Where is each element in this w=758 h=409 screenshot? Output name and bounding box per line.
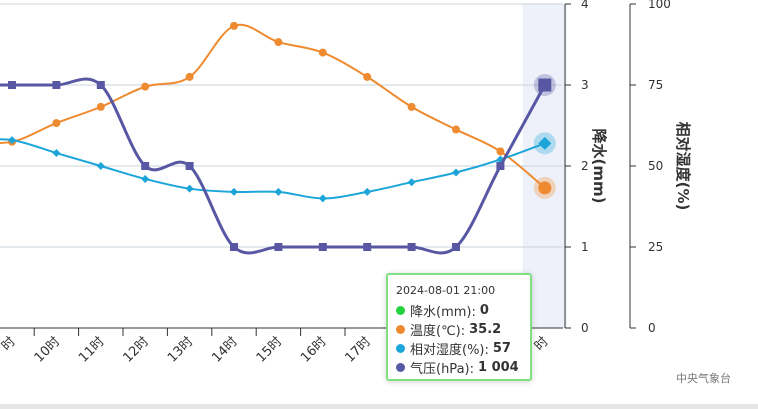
tooltip-time: 2024-08-01 21:00 [396,284,496,297]
temperature-point[interactable] [363,72,372,81]
humidity-point[interactable] [185,184,194,193]
pressure-point[interactable] [407,243,416,251]
humidity-axis-tick-label: 75 [648,78,663,92]
precip-legend-dot [396,306,405,315]
humidity-axis-tick-label: 0 [648,321,656,335]
temperature-point[interactable] [496,147,505,156]
temperature-point[interactable] [538,181,552,195]
x-tick-label: 14时 [209,334,240,365]
tooltip-pressure-label: 气压(hPa): [410,362,474,377]
humidity-series [0,136,546,203]
pressure-point[interactable] [141,162,150,170]
pressure-point[interactable] [274,243,283,251]
humidity-axis-tick-label: 50 [648,159,663,173]
humidity-axis-tick-label: 25 [648,240,663,254]
tooltip-row-pressure: 气压(hPa): 1 004 [396,358,522,377]
x-tick-label: 时 [0,334,19,354]
humidity-axis-title: 相对湿度(%) [674,122,692,211]
x-tick-label: 15时 [254,334,285,365]
tooltip-pressure-value: 1 004 [478,360,519,375]
temperature-point[interactable] [407,102,416,111]
temperature-point[interactable] [52,119,61,128]
humidity-point[interactable] [363,187,372,196]
pressure-legend-dot [396,363,405,372]
x-tick-label: 时 [532,334,552,354]
x-tick-label: 17时 [343,334,374,365]
tooltip-row-precip: 降水(mm): 0 [396,301,522,320]
tooltip-humidity-label: 相对湿度(%): [410,343,489,358]
humidity-point[interactable] [96,162,105,170]
x-tick-label: 12时 [121,334,152,365]
precip-axis-title: 降水(mm) [590,129,608,204]
temp-legend-dot [396,325,405,334]
humidity-point[interactable] [538,136,552,150]
temperature-point[interactable] [452,125,460,134]
tooltip-precip-value: 0 [479,303,489,318]
x-tick-label: 10时 [32,334,63,365]
precip-axis-tick-label: 3 [581,78,589,92]
pressure-series [0,77,547,255]
tooltip-row-humidity: 相对湿度(%): 57 [396,339,522,358]
precip-axis-tick-label: 4 [581,0,589,11]
precip-axis-tick-label: 0 [581,321,589,335]
humidity-axis-tick-label: 100 [648,0,671,11]
x-tick-label: 11时 [76,334,107,365]
pressure-point[interactable] [52,81,61,89]
x-tick-label: 13时 [165,334,196,365]
pressure-point[interactable] [452,243,460,251]
pressure-point[interactable] [496,162,505,170]
humidity-point[interactable] [407,178,416,187]
tooltip-row-temp: 温度(℃): 35.2 [396,320,522,339]
humidity-point[interactable] [274,187,283,196]
pressure-point[interactable] [538,78,552,92]
temperature-series [0,21,546,189]
temperature-point[interactable] [185,72,194,81]
x-tick-label: 16时 [298,334,329,365]
tooltip-temp-value: 35.2 [469,322,502,337]
temperature-point[interactable] [318,48,327,57]
precip-axis-tick-label: 1 [581,240,589,254]
temperature-point[interactable] [141,82,150,91]
temperature-point[interactable] [96,102,105,111]
humidity-legend-dot [396,344,405,353]
humidity-point[interactable] [52,149,61,158]
humidity-point[interactable] [230,187,238,196]
temperature-point[interactable] [274,38,283,47]
humidity-line [0,138,546,200]
bottom-scrollbar-track [0,404,758,409]
tooltip-humidity-value: 57 [492,341,511,356]
tooltip-precip-label: 降水(mm): [410,305,476,320]
pressure-point[interactable] [96,81,105,89]
tooltip-temp-label: 温度(℃): [410,324,466,339]
humidity-point[interactable] [8,136,16,145]
precip-axis-tick-label: 2 [581,159,589,173]
humidity-point[interactable] [318,194,327,203]
pressure-point[interactable] [185,162,194,170]
humidity-point[interactable] [141,174,150,183]
pressure-point[interactable] [230,243,238,251]
temperature-line [0,23,546,189]
temperature-point[interactable] [230,21,238,30]
pressure-point[interactable] [8,81,16,89]
pressure-point[interactable] [363,243,372,251]
pressure-point[interactable] [318,243,327,251]
humidity-point[interactable] [452,168,460,177]
source-credit: 中央气象台 [676,372,731,385]
chart-tooltip: 2024-08-01 21:00 降水(mm): 0 温度(℃): 35.2 相… [386,273,532,381]
